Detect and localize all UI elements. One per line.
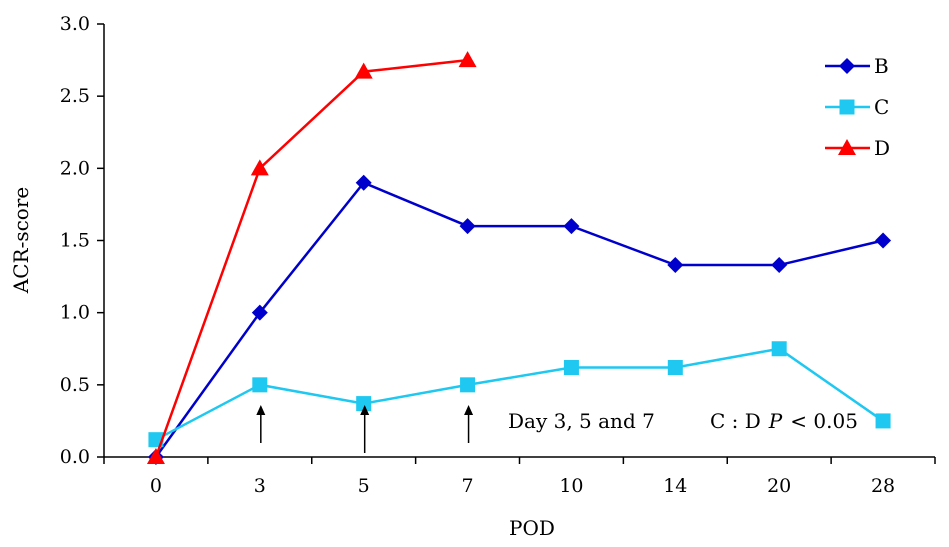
series-C xyxy=(148,341,891,448)
y-tick-label: 0.5 xyxy=(60,374,90,396)
series-D xyxy=(146,51,477,464)
y-tick-label: 2.0 xyxy=(60,157,90,179)
x-tick-label: 0 xyxy=(150,475,162,497)
data-point-C xyxy=(252,377,268,393)
x-tick-label: 14 xyxy=(663,475,687,497)
x-ticks: 0 3 5 7 10 14 20 28 xyxy=(103,457,936,497)
legend-item-C: C xyxy=(825,95,889,119)
legend-label: B xyxy=(874,54,889,78)
legend: BCD xyxy=(825,54,890,160)
legend-marker xyxy=(839,99,855,115)
series-B xyxy=(147,174,892,465)
annotation-sig-value: < 0.05 xyxy=(790,409,858,433)
x-tick-label: 10 xyxy=(559,475,583,497)
data-point-B xyxy=(771,257,788,274)
annotation-arrow xyxy=(360,405,370,453)
series-line-B xyxy=(154,181,884,458)
x-tick-label: 3 xyxy=(254,475,266,497)
data-point-B xyxy=(875,232,892,249)
y-ticks: 0.0 0.5 1.0 1.5 2.0 2.5 3.0 xyxy=(60,13,104,468)
data-point-B xyxy=(459,218,476,235)
y-tick-label: 2.5 xyxy=(60,85,90,107)
y-tick-label: 3.0 xyxy=(60,13,90,35)
data-point-D xyxy=(458,51,477,68)
x-tick-label: 7 xyxy=(462,475,474,497)
legend-label: C xyxy=(874,95,889,119)
legend-marker xyxy=(838,139,856,155)
annotation-sig-p: P xyxy=(768,409,783,433)
annotation-arrows xyxy=(256,405,474,453)
annotation-sig-prefix: C : D xyxy=(710,409,761,433)
data-point-B xyxy=(667,257,684,274)
y-tick-label: 1.5 xyxy=(60,230,90,252)
data-point-C xyxy=(875,413,891,429)
legend-item-B: B xyxy=(825,54,889,78)
data-point-D xyxy=(146,448,165,464)
data-point-B xyxy=(355,174,372,191)
data-point-C xyxy=(667,360,683,376)
legend-item-D: D xyxy=(825,136,890,160)
y-tick-label: 0.0 xyxy=(60,446,90,468)
data-point-D xyxy=(250,159,269,176)
legend-label: D xyxy=(874,136,890,160)
annotation-arrow xyxy=(464,405,474,443)
x-tick-label: 28 xyxy=(871,475,895,497)
annotation-arrow xyxy=(256,405,266,443)
legend-marker xyxy=(839,58,855,74)
data-point-B xyxy=(563,218,580,235)
data-point-C xyxy=(563,360,579,376)
series-line-C xyxy=(155,347,884,441)
series-line-D xyxy=(154,58,468,458)
y-tick-label: 1.0 xyxy=(60,302,90,324)
x-tick-label: 20 xyxy=(767,475,791,497)
annotation-days: Day 3, 5 and 7 xyxy=(508,409,655,433)
axes xyxy=(103,24,935,458)
series-layer xyxy=(146,51,892,465)
data-point-C xyxy=(356,396,372,412)
y-axis-title: ACR-score xyxy=(9,187,33,294)
x-tick-label: 5 xyxy=(358,475,370,497)
data-point-B xyxy=(251,304,268,321)
data-point-C xyxy=(771,341,787,357)
data-point-D xyxy=(354,62,373,79)
x-axis-title: POD xyxy=(509,516,555,540)
annotation-significance: C : D P < 0.05 xyxy=(710,409,858,433)
data-point-C xyxy=(460,377,476,393)
